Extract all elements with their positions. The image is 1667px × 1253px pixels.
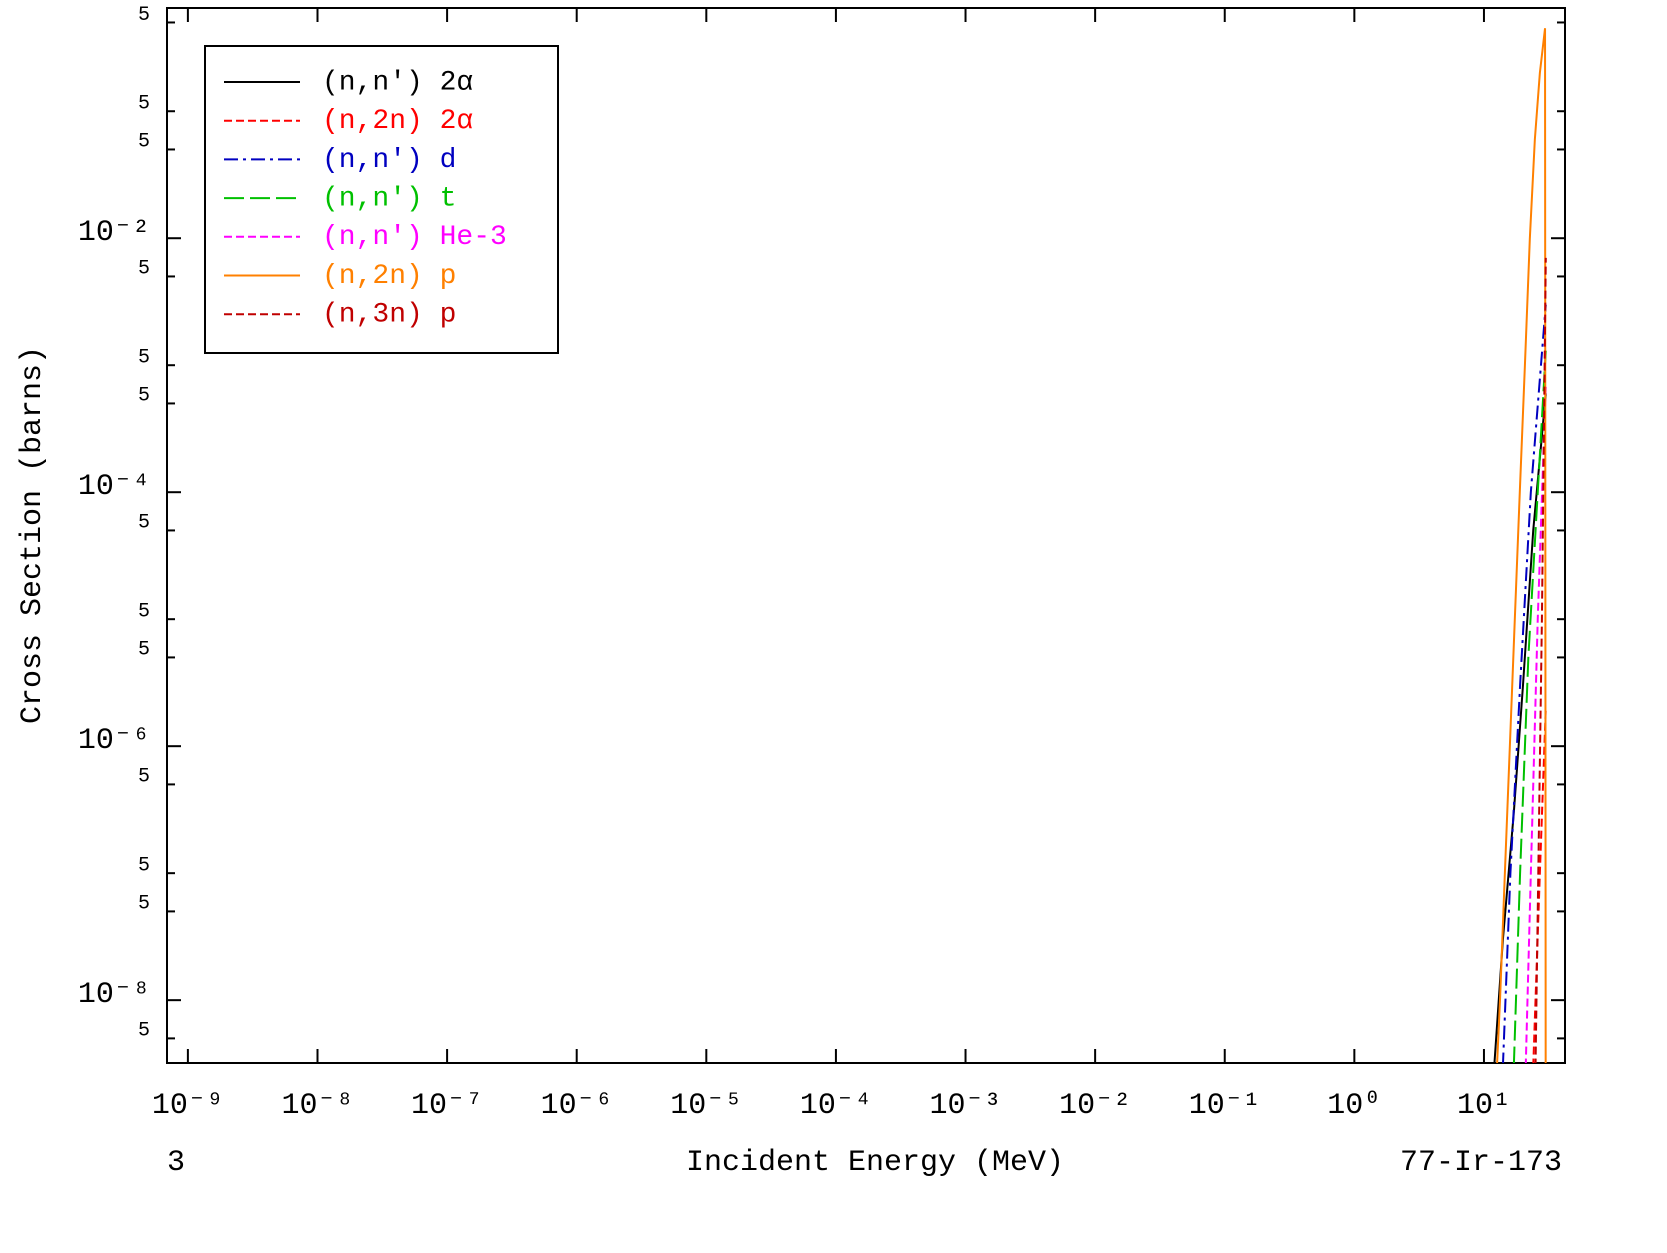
x-tick-label: 10⁻⁷ bbox=[411, 1089, 483, 1123]
series-line bbox=[1512, 350, 1547, 1063]
legend-label: (n,2n) 2α bbox=[322, 106, 473, 137]
x-tick-label: 10⁻⁶ bbox=[541, 1089, 613, 1123]
y-tick-label: 5 bbox=[138, 854, 150, 877]
x-tick-label: 10⁻⁸ bbox=[281, 1089, 353, 1123]
series-line bbox=[1532, 707, 1547, 1063]
x-tick-label: 10⁻² bbox=[1059, 1089, 1131, 1123]
y-tick-label: 5 bbox=[138, 385, 150, 408]
footer-left: 3 bbox=[167, 1146, 185, 1180]
x-tick-label: 10⁻¹ bbox=[1189, 1089, 1261, 1123]
series-line bbox=[1524, 384, 1547, 1063]
x-tick-label: 10⁻⁵ bbox=[670, 1089, 742, 1123]
y-tick-label: 10⁻⁶ bbox=[78, 724, 150, 758]
y-tick-label: 5 bbox=[138, 4, 150, 27]
y-tick-label: 10⁻² bbox=[78, 216, 150, 250]
y-tick-label: 5 bbox=[138, 893, 150, 916]
legend-label: (n,3n) p bbox=[322, 300, 456, 331]
series-line bbox=[1496, 28, 1547, 1063]
footer-right: 77-Ir-173 bbox=[1400, 1146, 1562, 1180]
plot-area bbox=[1493, 28, 1547, 1063]
y-tick-label: 5 bbox=[138, 512, 150, 535]
legend-label: (n,n′) He-3 bbox=[322, 222, 507, 253]
plot-frame bbox=[166, 7, 1566, 1064]
y-tick-label: 5 bbox=[138, 131, 150, 154]
y-tick-label: 5 bbox=[138, 346, 150, 369]
y-tick-label: 5 bbox=[138, 639, 150, 662]
x-tick-label: 10⁻⁴ bbox=[800, 1089, 872, 1123]
y-tick-label: 5 bbox=[138, 1020, 150, 1043]
legend-label: (n,n′) t bbox=[322, 183, 456, 214]
y-tick-label: 5 bbox=[138, 93, 150, 116]
legend-label: (n,n′) d bbox=[322, 145, 456, 176]
y-axis-label: Cross Section (barns) bbox=[16, 346, 50, 724]
x-axis-label: Incident Energy (MeV) bbox=[686, 1146, 1064, 1180]
x-tick-label: 10¹ bbox=[1457, 1089, 1511, 1123]
x-tick-label: 10⁻⁹ bbox=[152, 1089, 224, 1123]
series-line bbox=[1534, 257, 1547, 1063]
y-tick-label: 5 bbox=[138, 258, 150, 281]
x-tick-label: 10⁻³ bbox=[929, 1089, 1001, 1123]
legend-label: (n,n′) 2α bbox=[322, 67, 473, 98]
legend-label: (n,2n) p bbox=[322, 261, 456, 292]
series-line bbox=[1502, 304, 1547, 1063]
y-tick-label: 5 bbox=[138, 766, 150, 789]
y-tick-label: 5 bbox=[138, 600, 150, 623]
legend-box bbox=[204, 45, 559, 354]
y-tick-label: 10⁻⁴ bbox=[78, 470, 150, 504]
y-tick-label: 10⁻⁸ bbox=[78, 978, 150, 1012]
x-tick-label: 10⁰ bbox=[1327, 1089, 1381, 1123]
